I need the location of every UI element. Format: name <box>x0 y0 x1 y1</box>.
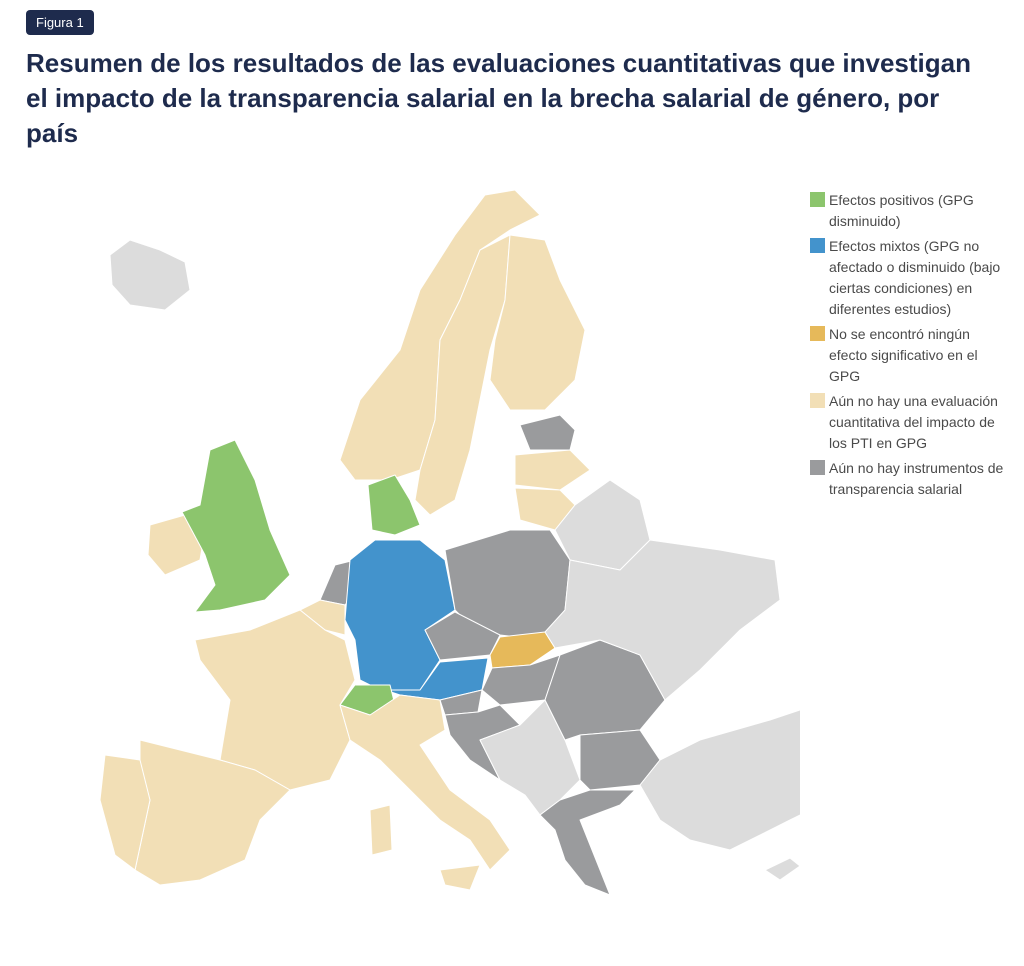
region-balkans <box>479 699 581 816</box>
legend-item-no-evaluation: Aún no hay una evaluación cuantitativa d… <box>810 391 1010 454</box>
country-turkey <box>639 709 800 851</box>
legend-swatch <box>810 192 825 207</box>
legend-swatch <box>810 326 825 341</box>
country-sweden <box>414 234 511 516</box>
legend-swatch <box>810 393 825 408</box>
europe-map <box>99 189 800 896</box>
legend-item-mixed: Efectos mixtos (GPG no afectado o dismin… <box>810 236 1010 320</box>
country-ukraine <box>544 539 781 701</box>
legend-label: Aún no hay instrumentos de transparencia… <box>829 460 1004 497</box>
country-italy-sicily <box>439 864 481 891</box>
figure-label: Figura 1 <box>26 10 94 35</box>
country-portugal <box>99 754 151 871</box>
map-legend: Efectos positivos (GPG disminuido) Efect… <box>810 190 1010 504</box>
country-italy <box>339 694 511 871</box>
country-united-kingdom <box>181 439 291 613</box>
legend-item-positive: Efectos positivos (GPG disminuido) <box>810 190 1010 232</box>
legend-swatch <box>810 460 825 475</box>
country-iceland <box>109 239 191 311</box>
country-finland <box>489 234 586 411</box>
legend-label: Aún no hay una evaluación cuantitativa d… <box>829 393 998 451</box>
country-italy-sardinia <box>369 804 393 856</box>
country-latvia <box>514 449 591 491</box>
legend-label: Efectos mixtos (GPG no afectado o dismin… <box>829 238 1001 317</box>
page-title: Resumen de los resultados de las evaluac… <box>26 48 972 148</box>
legend-swatch <box>810 238 825 253</box>
legend-item-no-instruments: Aún no hay instrumentos de transparencia… <box>810 458 1010 500</box>
country-cyprus <box>764 857 800 881</box>
legend-label: Efectos positivos (GPG disminuido) <box>829 192 974 229</box>
legend-label: No se encontró ningún efecto significati… <box>829 326 978 384</box>
country-denmark <box>367 474 421 536</box>
country-estonia <box>519 414 576 451</box>
legend-item-none: No se encontró ningún efecto significati… <box>810 324 1010 387</box>
country-norway <box>339 189 541 481</box>
country-greece <box>539 789 636 896</box>
